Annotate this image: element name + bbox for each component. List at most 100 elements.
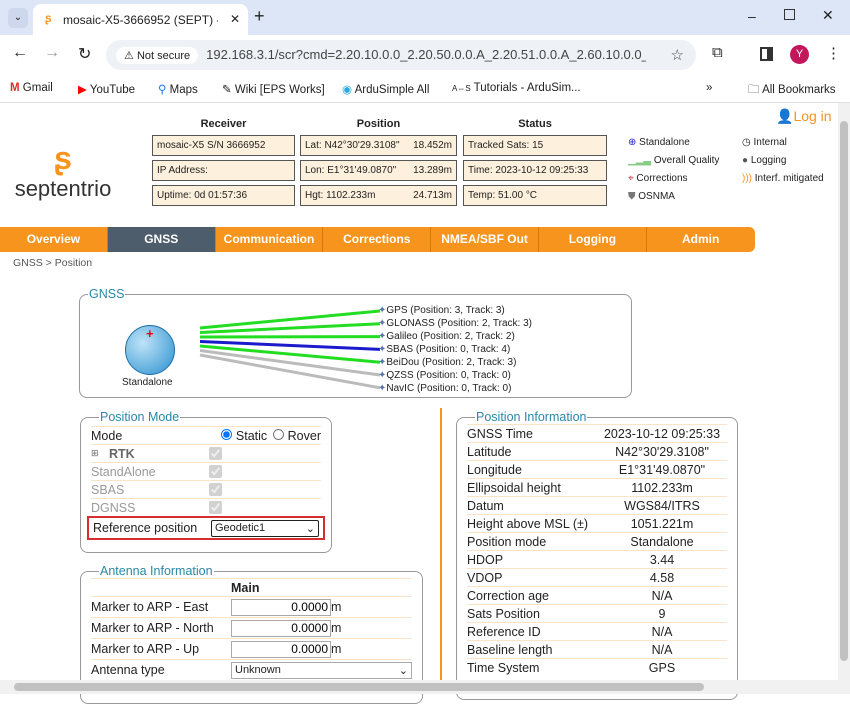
horizontal-scrollbar[interactable] (0, 680, 850, 694)
nav-tab-communication[interactable]: Communication (216, 227, 324, 252)
marker-up-input[interactable] (231, 641, 331, 658)
indicator-corrections: ⌖ Corrections (628, 173, 688, 184)
horizontal-scrollbar-thumb[interactable] (14, 683, 704, 691)
bookmark-label: Gmail (23, 82, 53, 94)
pos-value: 13.289m (413, 165, 452, 176)
expand-icon[interactable]: ⊞ (91, 448, 109, 459)
status-sats: Tracked Sats: 15 (463, 135, 607, 156)
vertical-scrollbar[interactable] (838, 103, 850, 680)
not-secure-badge[interactable]: ⚠ Not secure (116, 47, 198, 64)
position-mode-fieldset: Position Mode Mode Static Rover ⊞RTK Sta… (80, 410, 332, 553)
mode-label: Mode (91, 429, 122, 443)
nav-tab-admin[interactable]: Admin (647, 227, 755, 252)
reference-position-select[interactable]: Geodetic1⌄ (211, 520, 319, 537)
bookmark-youtube[interactable]: ▶ YouTube (78, 82, 135, 96)
rtk-checkbox[interactable] (209, 447, 222, 460)
marker-north-input[interactable] (231, 620, 331, 637)
constellation-item: ✦GLONASS (Position: 2, Track: 3) (378, 317, 532, 330)
indicator-label: Standalone (639, 137, 690, 148)
close-tab-icon[interactable]: ✕ (230, 12, 240, 26)
antenna-row-up: Marker to ARP - Upm (91, 638, 412, 659)
back-icon[interactable]: ← (12, 44, 28, 62)
indicator-standalone: ⊕ Standalone (628, 137, 690, 148)
antenna-col-main: Main (91, 578, 412, 596)
nav-tab-gnss[interactable]: GNSS (108, 227, 216, 252)
standalone-checkbox[interactable] (209, 465, 222, 478)
info-label: Correction age (467, 589, 597, 603)
bookmark-maps[interactable]: ⚲ Maps (158, 82, 198, 96)
nav-tab-corrections[interactable]: Corrections (323, 227, 431, 252)
interference-icon: ))) (742, 173, 752, 184)
constellation-item: ✦NavIC (Position: 0, Track: 0) (378, 382, 532, 395)
dgnss-row: DGNSS (91, 498, 321, 516)
pos-label: Lon: E1°31'49.0870" (305, 165, 396, 176)
constellation-label: GLONASS (Position: 2, Track: 3) (386, 318, 532, 329)
static-radio[interactable]: Static (221, 429, 267, 443)
indicator-internal: ◷ Internal (742, 137, 787, 148)
minimize-button[interactable]: – (748, 8, 756, 24)
bookmarks-bar: M Gmail ▶ YouTube ⚲ Maps ✎ Wiki [EPS Wor… (0, 75, 850, 103)
side-panel-icon[interactable] (760, 47, 773, 61)
constellation-list: ✦GPS (Position: 3, Track: 3)✦GLONASS (Po… (378, 304, 532, 395)
rover-radio[interactable]: Rover (273, 429, 321, 443)
close-window-button[interactable]: ✕ (822, 7, 834, 24)
nav-tab-overview[interactable]: Overview (0, 227, 108, 252)
pos-value: 24.713m (413, 190, 452, 201)
profile-avatar[interactable]: Y (790, 45, 809, 64)
telegram-icon: ◉ (342, 84, 352, 96)
extensions-icon[interactable]: ⧉ (712, 44, 723, 61)
info-value: 1102.233m (597, 481, 727, 495)
bookmark-wiki[interactable]: ✎ Wiki [EPS Works] (222, 82, 325, 96)
marker-east-input[interactable] (231, 599, 331, 616)
antenna-label: Marker to ARP - Up (91, 642, 231, 656)
maximize-button[interactable] (784, 9, 795, 20)
info-value: GPS (597, 661, 727, 675)
nav-tab-logging[interactable]: Logging (539, 227, 647, 252)
signal-bars-icon: ▁▂▃ (628, 155, 651, 166)
position-lon: Lon: E1°31'49.0870" 13.289m (300, 160, 457, 181)
indicator-label: Logging (751, 155, 787, 166)
receiver-heading: Receiver (152, 118, 295, 130)
antenna-type-label: Antenna type (91, 663, 231, 677)
tab-search-button[interactable]: ⌄ (8, 8, 28, 28)
info-value: Standalone (597, 535, 727, 549)
new-tab-button[interactable]: + (254, 6, 265, 27)
browser-tab[interactable]: ʂ mosaic-X5-3666952 (SEPT) - Se ✕ (33, 4, 248, 35)
bookmark-gmail[interactable]: M Gmail (10, 82, 53, 94)
rtk-label: RTK (109, 447, 209, 461)
bookmark-ardusimple[interactable]: ◉ ArduSimple All (342, 82, 429, 96)
info-value: N/A (597, 589, 727, 603)
ardusimple-icon: A⇔S (452, 84, 471, 93)
menu-icon[interactable]: ⋮ (826, 44, 841, 62)
folder-icon: 🗀 (748, 84, 760, 96)
forward-icon[interactable]: → (44, 44, 60, 62)
sbas-checkbox[interactable] (209, 483, 222, 496)
info-label: Longitude (467, 463, 597, 477)
bookmark-star-icon[interactable]: ☆ (671, 46, 684, 64)
info-label: Reference ID (467, 625, 597, 639)
info-label: HDOP (467, 553, 597, 567)
all-bookmarks[interactable]: 🗀 All Bookmarks (748, 82, 836, 101)
vertical-scrollbar-thumb[interactable] (840, 121, 848, 661)
more-bookmarks-button[interactable]: » (706, 82, 712, 94)
standalone-row: StandAlone (91, 462, 321, 480)
pos-label: Hgt: 1102.233m (305, 190, 375, 201)
reload-icon[interactable]: ↻ (78, 44, 91, 64)
nav-tab-nmea-sbf-out[interactable]: NMEA/SBF Out (431, 227, 539, 252)
antenna-label: Marker to ARP - East (91, 600, 231, 614)
login-link[interactable]: 👤Log in (776, 108, 832, 125)
bookmark-tutorials[interactable]: A⇔S Tutorials - ArduSim... (452, 82, 581, 94)
reference-position-label: Reference position (93, 521, 211, 535)
antenna-type-select[interactable]: Unknown⌄ (231, 662, 412, 679)
position-heading: Position (300, 118, 457, 130)
info-label: GNSS Time (467, 427, 597, 441)
receiver-model: mosaic-X5 S/N 3666952 (152, 135, 295, 156)
dgnss-checkbox[interactable] (209, 501, 222, 514)
